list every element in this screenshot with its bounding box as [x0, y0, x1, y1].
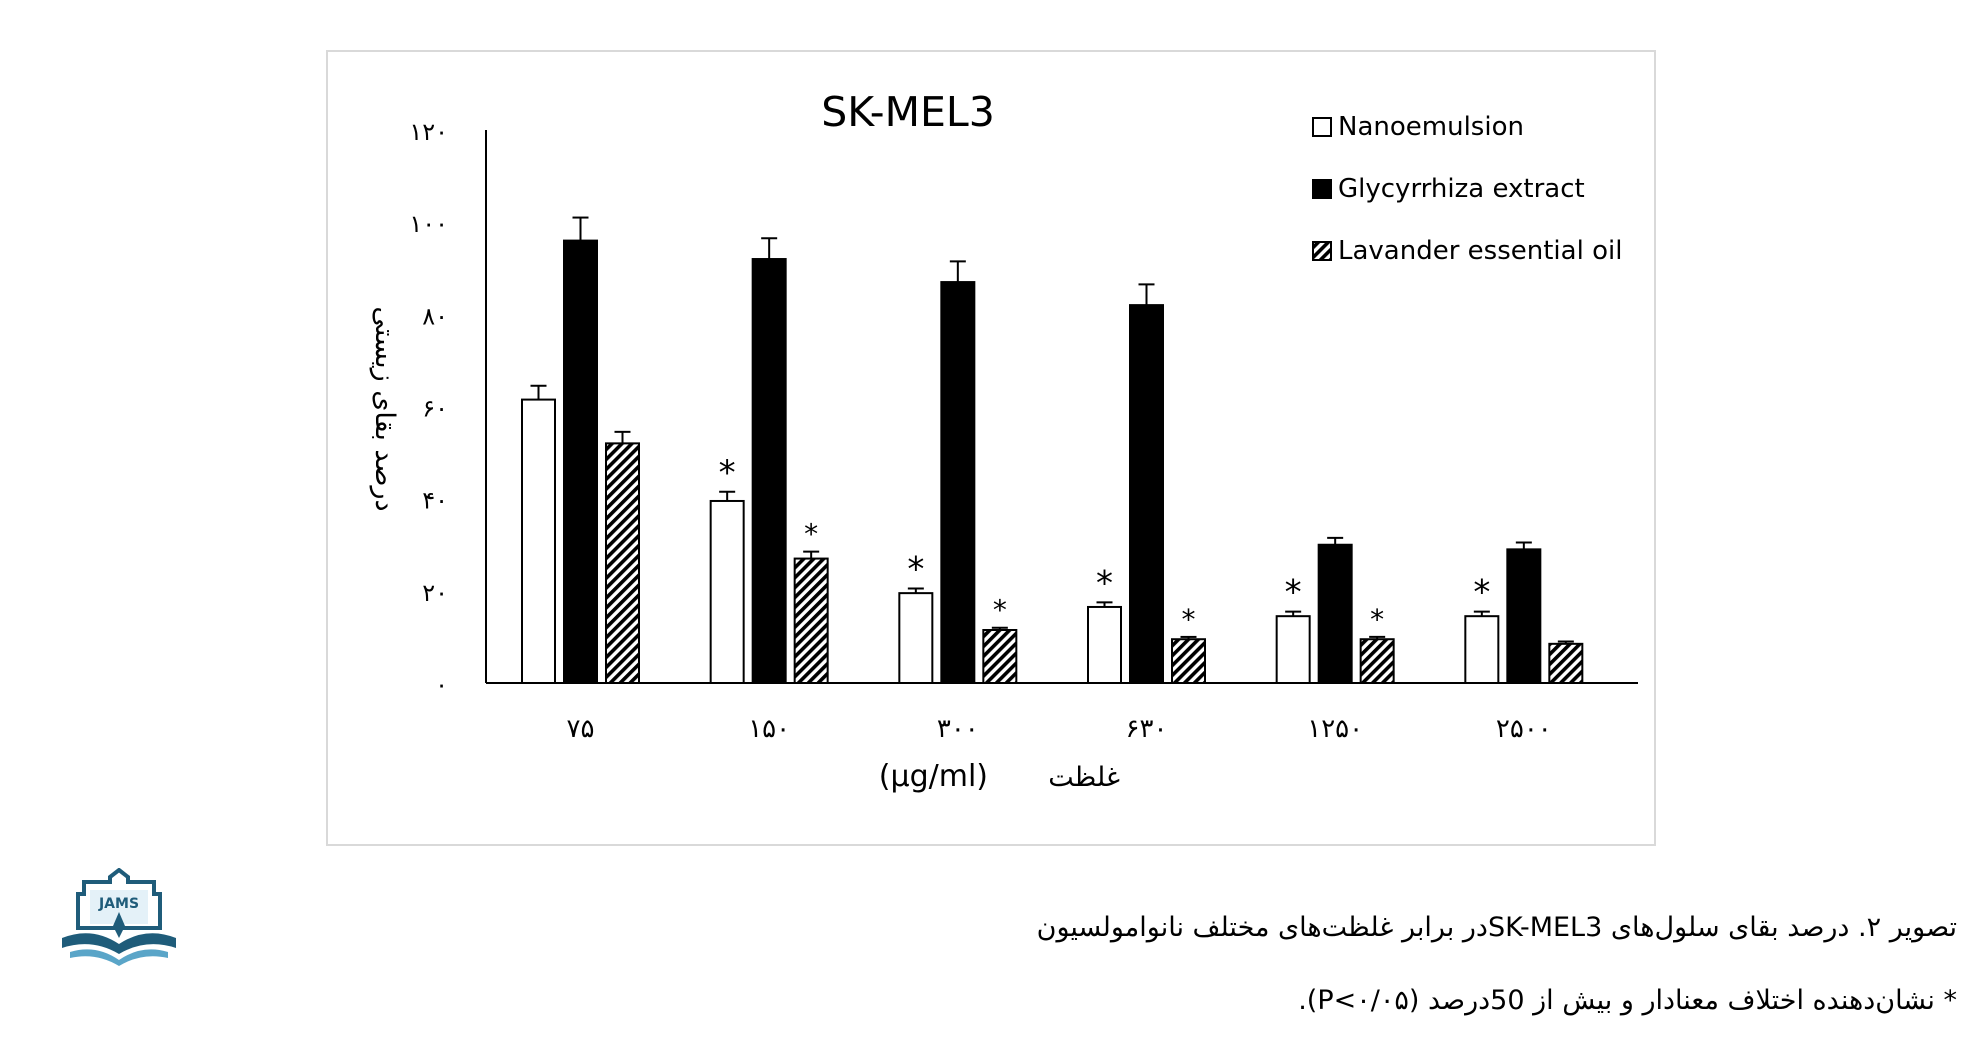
- legend-swatch: [1312, 179, 1332, 199]
- bar: [709, 499, 745, 684]
- bar: [751, 258, 787, 685]
- significance-marker: *: [1370, 603, 1384, 636]
- x-tick-label: ۳۰۰: [937, 714, 979, 744]
- bar: [1087, 605, 1122, 685]
- bar: [563, 239, 598, 684]
- significance-marker: *: [1285, 573, 1302, 613]
- legend-swatch: [1312, 117, 1332, 137]
- y-tick-label: ۶۰: [422, 395, 448, 423]
- legend-label: Glycyrrhiza extract: [1338, 174, 1585, 204]
- significance-marker: *: [804, 518, 818, 551]
- x-tick-label: ۱۲۵۰: [1307, 714, 1363, 744]
- bar: [982, 629, 1018, 684]
- x-tick-label: ۲۵۰۰: [1496, 714, 1552, 744]
- y-tick-label: ۲۰: [422, 579, 448, 607]
- legend-label: Lavander essential oil: [1338, 236, 1622, 266]
- significance-note: * نشان‌دهنده اختلاف معنادار و بیش از 50د…: [1298, 985, 1957, 1016]
- chart-title: SK-MEL3: [821, 88, 995, 136]
- significance-marker: *: [1096, 563, 1113, 603]
- bar: [793, 557, 829, 685]
- y-tick-label: ۱۲۰: [409, 118, 448, 146]
- y-tick-labels: ۰ ۲۰ ۴۰ ۶۰ ۸۰ ۱۰۰ ۱۲۰: [409, 118, 448, 699]
- x-axis-title: غلظت: [1048, 762, 1120, 793]
- x-tick-labels: ۷۵ ۱۵۰ ۳۰۰ ۶۳۰ ۱۲۵۰ ۲۵۰۰: [567, 714, 1552, 744]
- bar: [1317, 543, 1353, 684]
- y-tick-label: ۱۰۰: [409, 210, 448, 238]
- y-tick-label: ۴۰: [422, 487, 448, 515]
- bar-chart: SK-MEL3 ۰ ۲۰ ۴۰ ۶۰ ۸۰ ۱۰۰ ۱۲۰ * * * * * * * * * ۷۵ ۱۵۰ ۳…: [369, 88, 1638, 794]
- bar: [1506, 548, 1542, 684]
- significance-marker: *: [1182, 603, 1196, 636]
- chart-frame: SK-MEL3 ۰ ۲۰ ۴۰ ۶۰ ۸۰ ۱۰۰ ۱۲۰ * * * * * * * * * ۷۵ ۱۵۰ ۳…: [326, 50, 1656, 846]
- bar: [898, 592, 934, 685]
- bar: [521, 398, 556, 684]
- figure-caption: تصویر ۲. درصد بقای سلول‌های SK-MEL3در بر…: [1036, 912, 1957, 943]
- significance-marker: *: [993, 594, 1007, 627]
- legend-swatch: [1312, 241, 1332, 261]
- jams-logo: JAMS: [62, 868, 176, 966]
- y-tick-label: ۰: [435, 671, 448, 699]
- legend: Nanoemulsion Glycyrrhiza extract Lavander …: [1312, 112, 1622, 266]
- svg-text:JAMS: JAMS: [98, 896, 139, 912]
- bar: [1359, 638, 1395, 684]
- x-tick-label: ۱۵۰: [748, 714, 790, 744]
- bar: [1464, 615, 1500, 684]
- bar: [940, 281, 976, 684]
- significance-marker: *: [719, 453, 736, 493]
- significance-marker: *: [1473, 573, 1490, 613]
- bar: [1275, 615, 1311, 684]
- x-axis-unit: (μg/ml): [879, 759, 988, 794]
- y-axis-title: درصد بقای زیستی: [369, 306, 400, 511]
- x-tick-label: ۷۵: [567, 714, 595, 744]
- bar: [1129, 304, 1164, 684]
- bar: [1171, 638, 1206, 684]
- axes: [485, 130, 1638, 684]
- bars: * * * * * * * * *: [521, 216, 1584, 685]
- legend-label: Nanoemulsion: [1338, 112, 1524, 142]
- y-tick-label: ۸۰: [422, 302, 448, 330]
- bar: [1548, 642, 1584, 684]
- bar: [605, 442, 640, 684]
- significance-marker: *: [907, 550, 924, 590]
- x-tick-label: ۶۳۰: [1126, 714, 1168, 744]
